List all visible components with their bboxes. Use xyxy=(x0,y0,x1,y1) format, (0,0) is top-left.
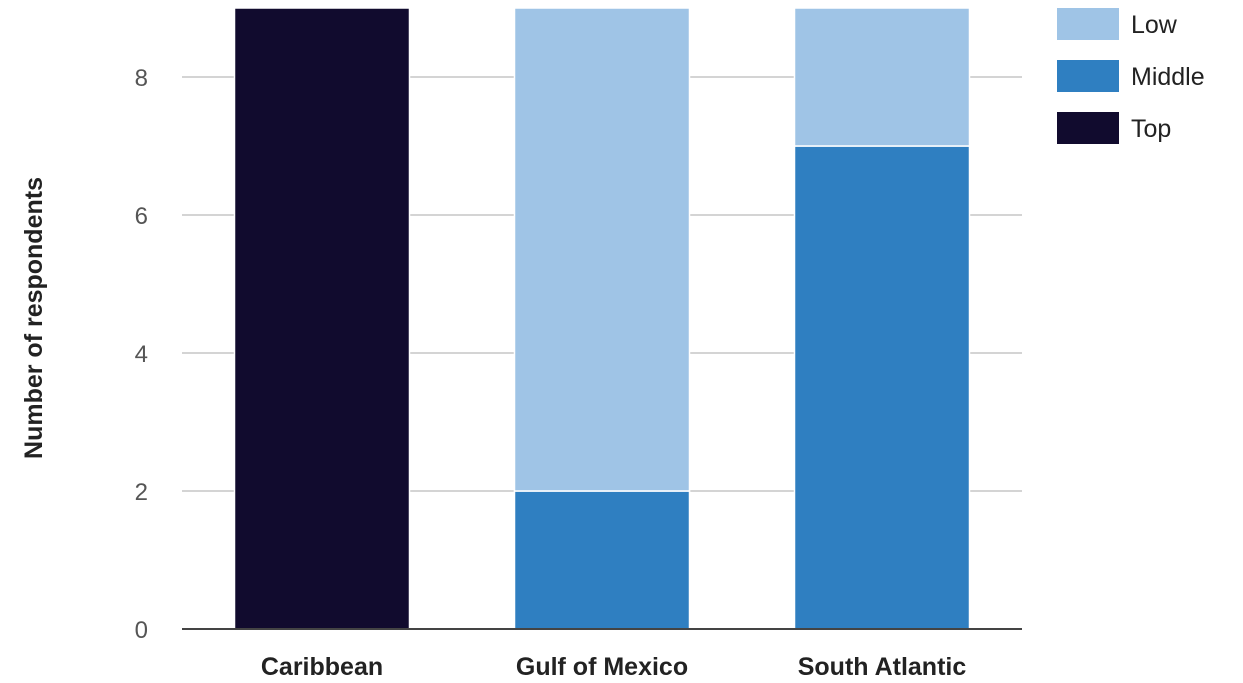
x-category-label-south-atlantic: South Atlantic xyxy=(798,653,967,681)
y-tick-label-2: 2 xyxy=(135,479,148,506)
bar-south-atlantic-low xyxy=(793,7,971,147)
bar-caribbean-top xyxy=(233,7,411,630)
x-category-label-gulf-of-mexico: Gulf of Mexico xyxy=(516,653,688,681)
bar-gulf-of-mexico-middle xyxy=(513,490,691,630)
y-tick-label-8: 8 xyxy=(135,65,148,92)
legend-label-top: Top xyxy=(1131,115,1171,143)
legend: Low Middle Top xyxy=(1057,8,1205,144)
y-tick-label-0: 0 xyxy=(135,617,148,644)
y-axis-title: Number of respondents xyxy=(20,177,48,459)
x-category-labels: Caribbean Gulf of Mexico South Atlantic xyxy=(261,653,966,681)
legend-swatch-low xyxy=(1057,8,1119,40)
bar-south-atlantic-middle xyxy=(793,145,971,630)
bars xyxy=(233,7,971,630)
legend-swatch-top xyxy=(1057,112,1119,144)
y-tick-label-4: 4 xyxy=(135,341,148,368)
y-tick-labels: 0 2 4 6 8 xyxy=(135,65,148,644)
x-category-label-caribbean: Caribbean xyxy=(261,653,383,681)
legend-label-low: Low xyxy=(1131,11,1178,39)
bar-gulf-of-mexico-low xyxy=(513,7,691,492)
y-tick-label-6: 6 xyxy=(135,203,148,230)
legend-swatch-middle xyxy=(1057,60,1119,92)
legend-label-middle: Middle xyxy=(1131,63,1205,91)
